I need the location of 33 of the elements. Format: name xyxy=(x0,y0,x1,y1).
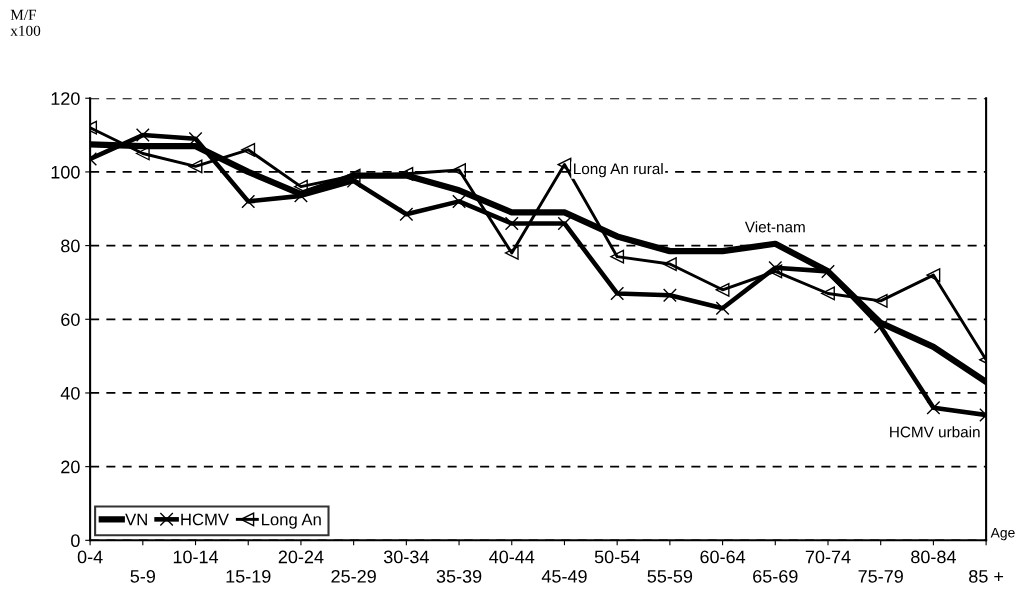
y-tick-label: 0 xyxy=(71,534,80,548)
x-tick-label: 85 + xyxy=(969,569,1004,583)
y-tick-label: 20 xyxy=(61,460,80,474)
annotation: HCMV urbain xyxy=(890,426,980,438)
x-tick-label: 40-44 xyxy=(489,550,535,564)
x-tick-label: 35-39 xyxy=(436,569,482,583)
y-tick-label: 40 xyxy=(60,386,80,400)
annotation: Viet-nam xyxy=(744,221,805,233)
x-tick-label: 65-69 xyxy=(753,569,798,583)
x-tick-label: 5-9 xyxy=(130,569,156,583)
x-tick-label: 10-14 xyxy=(173,550,219,564)
annotation: Long An rural xyxy=(574,162,663,178)
x-tick-label: 20-24 xyxy=(278,550,324,564)
x-tick-label: 70-74 xyxy=(805,550,851,564)
x-tick-label: 30-34 xyxy=(383,550,429,564)
x-tick-label: 80-84 xyxy=(911,550,956,564)
legend-label: Long An xyxy=(262,513,321,529)
x-tick-label: 25-29 xyxy=(331,569,376,583)
y-tick-label: 120 xyxy=(51,92,80,105)
x-axis-title: Age xyxy=(990,527,1015,541)
x-tick-label: 75-79 xyxy=(858,569,903,583)
y-tick-label: 100 xyxy=(51,165,80,179)
y-tick-label: 80 xyxy=(61,239,80,253)
legend-label: VN xyxy=(125,513,147,526)
x-tick-label: 0-4 xyxy=(77,550,103,564)
x-tick-label: 50-54 xyxy=(594,550,640,564)
x-tick-label: 15-19 xyxy=(226,569,271,583)
x-tick-label: 60-64 xyxy=(700,550,746,564)
legend-label: HCMV xyxy=(181,513,229,526)
x-tick-label: 55-59 xyxy=(647,569,693,583)
x-tick-label: 45-49 xyxy=(541,569,587,583)
y-axis-title: M/F x100 xyxy=(10,9,41,36)
y-tick-label: 60 xyxy=(61,313,80,326)
